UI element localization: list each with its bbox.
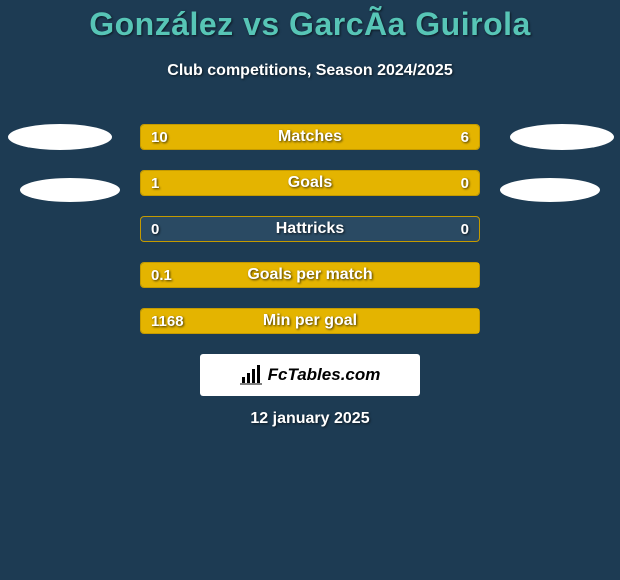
logo: FcTables.com bbox=[240, 365, 381, 385]
stat-label: Goals bbox=[141, 171, 479, 195]
player-avatar-left bbox=[20, 178, 120, 202]
player-avatar-right bbox=[510, 124, 614, 150]
stat-label: Min per goal bbox=[141, 309, 479, 333]
stat-label: Matches bbox=[141, 125, 479, 149]
stat-bars: Matches106Goals10Hattricks00Goals per ma… bbox=[140, 124, 480, 354]
stat-value-right: 6 bbox=[461, 125, 469, 149]
stat-row: Hattricks0 0 bbox=[140, 216, 480, 242]
stat-value-left: 0.1 bbox=[151, 263, 172, 287]
subtitle: Club competitions, Season 2024/2025 bbox=[0, 62, 620, 80]
stat-label: Hattricks bbox=[141, 217, 479, 241]
comparison-canvas: González vs GarcÃ­a Guirola Club competi… bbox=[0, 0, 620, 580]
stat-value-right: 0 bbox=[461, 217, 469, 241]
stat-row: Matches10 6 bbox=[140, 124, 480, 150]
bar-chart-icon bbox=[240, 365, 262, 385]
stat-value-left: 1 bbox=[151, 171, 159, 195]
stat-value-left: 10 bbox=[151, 125, 168, 149]
logo-box: FcTables.com bbox=[200, 354, 420, 396]
stat-value-left: 0 bbox=[151, 217, 159, 241]
player-avatar-right bbox=[500, 178, 600, 202]
page-title: González vs GarcÃ­a Guirola bbox=[0, 6, 620, 43]
date-label: 12 january 2025 bbox=[0, 410, 620, 428]
stat-value-left: 1168 bbox=[151, 309, 184, 333]
stat-row: Min per goal1168 bbox=[140, 308, 480, 334]
stat-label: Goals per match bbox=[141, 263, 479, 287]
stat-value-right: 0 bbox=[461, 171, 469, 195]
stat-row: Goals per match0.1 bbox=[140, 262, 480, 288]
stat-row: Goals1 0 bbox=[140, 170, 480, 196]
logo-text: FcTables.com bbox=[268, 365, 381, 385]
player-avatar-left bbox=[8, 124, 112, 150]
